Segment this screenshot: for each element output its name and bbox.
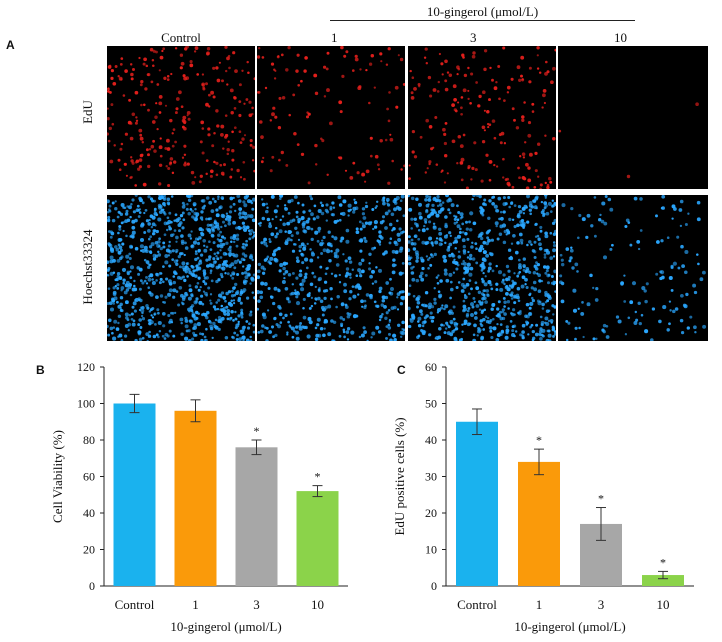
chart-c-bar-1 [518, 461, 560, 586]
micrograph-hoechst-3 [408, 195, 556, 341]
chart-b-y-tick-label: 40 [83, 506, 95, 520]
chart-c-bar-3 [642, 575, 684, 586]
chart-c-y-axis-label: EdU positive cells (%) [392, 417, 407, 535]
chart-b-y-tick-label: 120 [77, 360, 95, 374]
group-bracket-line [330, 20, 635, 21]
column-label-1: 1 [331, 30, 338, 45]
chart-c-y-tick-label: 40 [425, 433, 437, 447]
chart-c-x-tick-label-2: 3 [598, 597, 605, 612]
chart-b-x-tick-label-2: 3 [253, 597, 260, 612]
chart-c-y-tick-label: 30 [425, 470, 437, 484]
chart-c-y-tick-label: 0 [431, 579, 437, 593]
row-label-edu: EdU [80, 100, 95, 124]
chart-b-x-tick-label-3: 10 [311, 597, 324, 612]
chart-b-bar-1 [174, 410, 217, 586]
chart-c-y-tick-label: 50 [425, 397, 437, 411]
chart-c-x-tick-label-1: 1 [536, 597, 543, 612]
chart-b-significance-3: * [315, 470, 321, 484]
chart-c-edu-positive: 0 10 20 30 40 50 60 Control * 1 * 3 * 10 10-gingerol (… [392, 360, 694, 634]
column-label-10: 10 [614, 30, 627, 45]
chart-b-y-axis-label: Cell Viability (%) [50, 430, 65, 523]
chart-c-x-tick-label-0: Control [457, 597, 497, 612]
panel-b-letter: B [36, 363, 45, 377]
group-label: 10-gingerol (μmol/L) [426, 4, 539, 19]
chart-b-x-tick-label-1: 1 [192, 597, 199, 612]
panel-c-letter: C [397, 363, 406, 377]
row-label-hoechst: Hoechst33324 [80, 229, 95, 305]
micrograph-edu-10 [558, 46, 708, 189]
chart-c-x-tick-label-3: 10 [657, 597, 670, 612]
chart-b-bar-2 [235, 447, 278, 586]
chart-b-bar-0 [113, 403, 156, 586]
chart-b-x-tick-label-0: Control [115, 597, 155, 612]
chart-c-significance-2: * [598, 492, 604, 506]
chart-c-significance-3: * [660, 555, 666, 569]
chart-c-x-axis-label: 10-gingerol (μmol/L) [514, 619, 625, 634]
chart-b-y-tick-label: 20 [83, 543, 95, 557]
chart-b-bar-3 [296, 491, 339, 586]
micrograph-edu-1 [257, 46, 405, 189]
chart-c-y-tick-label: 10 [425, 543, 437, 557]
column-label-control: Control [161, 30, 201, 45]
chart-b-y-tick-label: 0 [89, 579, 95, 593]
micrograph-edu-3 [408, 46, 556, 189]
micrograph-edu-control [107, 46, 255, 189]
chart-c-y-tick-label: 20 [425, 506, 437, 520]
chart-b-y-tick-label: 100 [77, 397, 95, 411]
chart-b-y-tick-label: 80 [83, 433, 95, 447]
chart-c-bar-0 [456, 421, 498, 586]
column-label-3: 3 [470, 30, 477, 45]
panel-a-letter: A [6, 38, 15, 52]
chart-b-x-axis-label: 10-gingerol (μmol/L) [170, 619, 281, 634]
chart-b-cell-viability: 0 20 40 60 80 100 120 Control 1 * 3 * 10 10-gingerol … [50, 360, 348, 634]
micrograph-hoechst-10 [558, 195, 708, 341]
micrograph-hoechst-control [107, 195, 255, 341]
chart-c-y-tick-label: 60 [425, 360, 437, 374]
chart-b-y-tick-label: 60 [83, 470, 95, 484]
chart-b-significance-2: * [254, 424, 260, 438]
chart-c-significance-1: * [536, 433, 542, 447]
micrograph-hoechst-1 [257, 195, 405, 341]
